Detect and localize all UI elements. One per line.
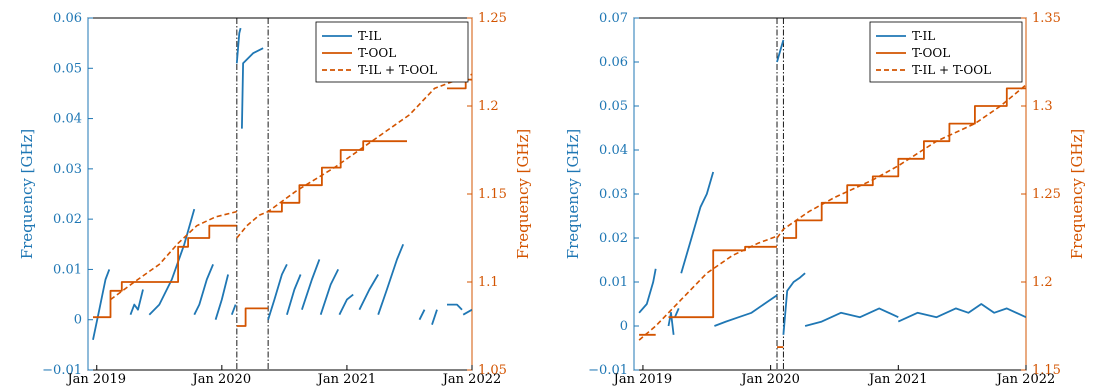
left-tick-label: −0.01 <box>42 363 82 378</box>
right-tick-label: 1.3 <box>1032 99 1053 114</box>
right-tick-label: 1.05 <box>478 363 507 378</box>
legend-label: T-IL <box>912 29 935 43</box>
left-tick-label: 0.05 <box>53 61 82 76</box>
left-tick-label: 0.01 <box>599 275 628 290</box>
series-line-t-il <box>776 39 785 63</box>
left-tick-label: 0.02 <box>53 212 82 227</box>
series-line-t-il <box>358 274 379 311</box>
right-tick-label: 1.2 <box>1032 275 1053 290</box>
left-tick-label: −0.01 <box>588 363 628 378</box>
y-axis-title-right: Frequency [GHz] <box>1068 129 1086 260</box>
series-line-t-il <box>462 308 472 316</box>
legend-label: T-OOL <box>358 46 396 60</box>
y-axis-title-left: Frequency [GHz] <box>18 129 36 260</box>
series-line-t-il <box>230 304 237 316</box>
right-tick-label: 1.25 <box>1032 187 1061 202</box>
series-line-t-ool <box>447 78 472 90</box>
series-line-t-il <box>782 272 806 335</box>
series-line-t-il <box>286 274 302 315</box>
x-tick-label: Jan 2021 <box>867 372 928 386</box>
right-tick-label: 1.25 <box>478 11 507 26</box>
legend-label: T-IL + T-OOL <box>358 63 437 77</box>
series-line-t-il <box>680 171 715 274</box>
legend: T-IL T-OOL T-IL + T-OOL <box>869 21 1023 83</box>
y-axis-title-left: Frequency [GHz] <box>564 129 582 260</box>
left-tick-label: 0.06 <box>53 11 82 26</box>
right-tick-label: 1.15 <box>1032 363 1061 378</box>
series-line-t-il <box>92 269 111 340</box>
left-tick-label: 0.04 <box>53 112 82 127</box>
series-line-t-ool <box>268 140 407 213</box>
series-line-t-il <box>129 289 144 316</box>
series-group <box>92 27 472 340</box>
series-line-t-il-t-ool <box>236 73 472 239</box>
right-tick-label: 1.1 <box>478 275 499 290</box>
right-tick-label: 1.2 <box>478 99 499 114</box>
series-line-t-il <box>267 264 288 320</box>
series-line-t-il <box>804 307 899 327</box>
series-line-t-il <box>638 268 657 314</box>
series-line-t-il <box>319 268 340 315</box>
x-tick-label: Jan 2019 <box>65 372 126 386</box>
left-tick-label: 0.07 <box>599 11 628 26</box>
series-line-t-il-t-ool <box>638 235 778 341</box>
series-line-t-ool <box>236 307 269 327</box>
series-line-t-il <box>897 303 1026 323</box>
series-line-t-il <box>667 311 675 335</box>
left-tick-label: 0.04 <box>599 143 628 158</box>
right-tick-label: 1.15 <box>478 187 507 202</box>
series-line-t-il <box>193 264 214 316</box>
legend-box <box>869 21 1023 83</box>
series-line-t-il <box>241 47 264 129</box>
left-tick-label: 0.01 <box>53 262 82 277</box>
legend-label: T-IL <box>358 29 381 43</box>
chart-1: −0.01 0 0.01 0.02 0.03 0.04 0.05 0.06 1.05 1.1 1.1… <box>18 11 532 386</box>
left-tick-label: 0 <box>620 319 628 334</box>
x-tick-label: Jan 2022 <box>995 372 1056 386</box>
left-tick-label: 0.03 <box>599 187 628 202</box>
left-tick-label: 0.02 <box>599 231 628 246</box>
series-line-t-il <box>674 308 680 318</box>
chart-2: −0.01 0 0.01 0.02 0.03 0.04 0.05 0.06 0.07 1.15 1.… <box>564 11 1086 386</box>
series-line-t-il <box>714 294 778 327</box>
left-tick-label: 0.05 <box>599 99 628 114</box>
series-line-t-il-t-ool <box>110 210 237 301</box>
series-line-t-il <box>431 309 438 325</box>
x-tick-label: Jan 2022 <box>441 372 502 386</box>
legend: T-IL T-OOL T-IL + T-OOL <box>315 21 469 83</box>
series-line-t-il <box>418 309 426 321</box>
x-tick-label: Jan 2019 <box>612 372 673 386</box>
y-axis-title-right: Frequency [GHz] <box>514 129 532 260</box>
series-line-t-il <box>235 27 242 64</box>
legend-box <box>315 21 469 83</box>
right-tick-label: 1.35 <box>1032 11 1061 26</box>
series-group <box>638 39 1026 348</box>
series-line-t-ool <box>783 87 1026 239</box>
left-tick-label: 0 <box>74 313 82 328</box>
series-line-t-il <box>301 259 321 310</box>
series-line-t-il-t-ool <box>776 84 1026 239</box>
series-line-t-il <box>338 293 354 316</box>
series-line-t-il <box>447 303 463 311</box>
x-tick-label: Jan 2021 <box>316 372 377 386</box>
x-tick-label: Jan 2020 <box>191 372 252 386</box>
legend-label: T-IL + T-OOL <box>912 63 991 77</box>
left-tick-label: 0.03 <box>53 162 82 177</box>
x-tick-label: Jan 2020 <box>739 372 800 386</box>
series-line-t-il <box>148 208 196 316</box>
series-line-t-ool <box>93 224 237 319</box>
left-tick-label: 0.06 <box>599 55 628 70</box>
legend-label: T-OOL <box>912 46 950 60</box>
series-line-t-il <box>214 274 229 320</box>
series-line-t-il <box>377 243 405 315</box>
